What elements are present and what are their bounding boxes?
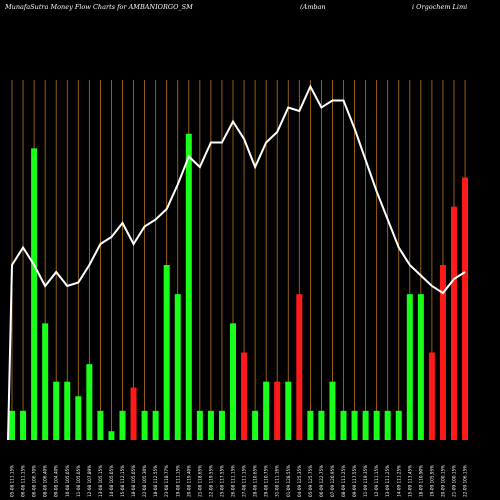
x-tick-label: 08-09 111.25% <box>341 465 346 497</box>
flow-bar <box>373 410 380 440</box>
flow-bar <box>75 396 82 440</box>
x-tick-label: 06-08 111.15% <box>21 465 26 497</box>
x-tick-label: 19-08 111.15% <box>175 465 180 497</box>
flow-bar <box>130 387 137 440</box>
x-tick-label: 09-08 104.40% <box>54 465 59 497</box>
flow-bar <box>252 410 259 440</box>
x-tick-label: 19-09 105.95% <box>429 465 434 497</box>
x-axis-labels: 05-08 111.15% 06-08 111.15% 06-08 106.70% 0… <box>10 465 468 497</box>
flow-bar <box>163 265 170 440</box>
x-tick-label: 28-08 110.65% <box>253 465 258 497</box>
flow-bar <box>451 206 457 440</box>
flow-bar <box>230 323 236 440</box>
flow-bar <box>428 352 435 440</box>
x-tick-label: 20-09 100.15% <box>440 465 445 497</box>
flow-bar <box>285 381 292 440</box>
flow-bar <box>218 410 225 440</box>
flow-bar <box>152 410 159 440</box>
x-tick-label: 15-09 113.45% <box>407 465 412 497</box>
flow-bar <box>174 294 181 440</box>
flow-bar <box>31 148 38 441</box>
x-tick-label: 18-08 105.05% <box>131 465 136 497</box>
chart-title-right: i Orgochem Limi <box>412 3 467 11</box>
x-tick-label: 26-08 111.15% <box>231 465 236 497</box>
x-tick-label: 20-08 119.40% <box>186 465 191 497</box>
x-tick-label: 12-09 111.15% <box>374 465 379 497</box>
x-tick-label: 10-08 105.05% <box>65 465 70 497</box>
flow-bar <box>417 294 424 440</box>
x-tick-label: 23-08 118.77% <box>164 465 169 497</box>
x-tick-label: 22-08 105.30% <box>142 465 147 497</box>
flow-bar <box>9 410 15 440</box>
x-tick-label: 18-08 112.55% <box>153 465 158 497</box>
flow-bar <box>351 410 358 440</box>
x-tick-label: 27-08 111.15% <box>242 465 247 497</box>
flow-bar <box>53 381 60 440</box>
flow-bar <box>439 265 446 440</box>
flow-bar <box>141 410 148 440</box>
x-tick-label: 21-08 118.65% <box>197 465 202 497</box>
flow-bar <box>340 410 347 440</box>
flow-bar <box>119 410 126 440</box>
flow-bar <box>20 410 27 440</box>
flow-bar <box>86 364 93 440</box>
flow-bar <box>64 381 71 440</box>
x-tick-label: 05-09 125.75% <box>308 465 313 497</box>
x-tick-label: 22-08 119.55% <box>208 465 213 497</box>
flow-bar <box>462 177 469 440</box>
x-tick-label: 11-09 119.35% <box>363 465 368 497</box>
x-tick-label: 06-08 106.70% <box>32 465 37 497</box>
x-tick-label: 13-08 105.15% <box>98 465 103 497</box>
flow-bar <box>274 381 281 440</box>
price-line <box>7 84 466 441</box>
flow-bar <box>362 410 369 440</box>
x-tick-label: 29-08 110.75% <box>264 465 269 497</box>
x-tick-label: 14-08 105.05% <box>109 465 114 497</box>
flow-bar <box>329 381 336 440</box>
chart-title-mid: (Amban <box>300 3 326 11</box>
x-tick-label: 14-09 111.25% <box>396 465 401 497</box>
x-tick-label: 18-09 110.90% <box>418 465 423 497</box>
x-tick-label: 21-09 100.15% <box>452 465 457 497</box>
x-tick-label: 31-08 111.16% <box>275 465 280 497</box>
x-tick-label: 25-08 117.55% <box>219 465 224 497</box>
flow-bar <box>296 294 303 440</box>
x-tick-label: 15-08 112.15% <box>120 465 125 497</box>
x-tick-label: 09-09 117.55% <box>352 465 357 497</box>
flow-bar <box>384 410 391 440</box>
x-tick-label: 07-09 120.95% <box>330 465 335 497</box>
flow-bar <box>196 410 203 440</box>
flow-bars <box>9 133 469 441</box>
flow-bar <box>42 323 49 440</box>
flow-bar <box>108 431 115 440</box>
x-tick-label: 12-08 107.89% <box>87 465 92 497</box>
x-tick-label: 05-08 111.15% <box>10 465 15 497</box>
x-tick-label: 06-09 122.75% <box>319 465 324 497</box>
x-tick-label: 13-09 111.25% <box>385 465 390 497</box>
flow-bar <box>318 410 325 440</box>
flow-bar <box>97 410 104 440</box>
flow-bar <box>207 410 214 440</box>
x-tick-label: 11-08 105.05% <box>76 465 81 497</box>
x-tick-label: 22-09 106.15% <box>463 465 468 497</box>
flow-bar <box>263 381 270 440</box>
x-tick-label: 04-09 125.35% <box>297 465 302 497</box>
flow-bar <box>395 410 402 440</box>
x-tick-label: 01-09 128.55% <box>286 465 291 497</box>
chart-title-left: MunafaSutra Money Flow Charts for AMBANI… <box>4 3 193 11</box>
flow-bar <box>185 133 192 440</box>
x-tick-label: 08-08 106.40% <box>43 465 48 497</box>
flow-bar <box>307 410 314 440</box>
flow-bar <box>241 352 248 440</box>
flow-bar <box>406 294 413 440</box>
